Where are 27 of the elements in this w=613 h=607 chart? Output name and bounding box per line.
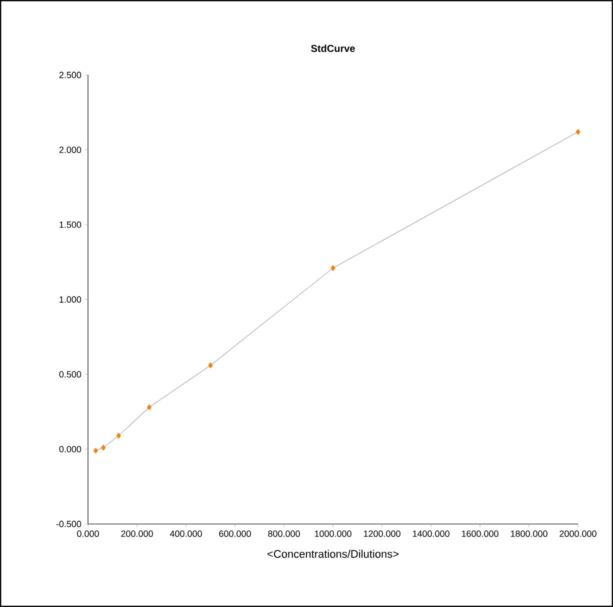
y-tick-label: 1.000 (60, 296, 82, 303)
point (93, 448, 98, 454)
point (576, 128, 580, 135)
point (147, 404, 152, 410)
x-tick-label: 0.000 (77, 530, 99, 537)
y-tick-label: 2.500 (59, 72, 82, 78)
x-tick-label: 200.000 (121, 530, 153, 537)
y-tick-label: 0.500 (59, 371, 82, 378)
y-tick-label: 2.000 (59, 146, 82, 154)
x-tick-label: 1600.000 (462, 530, 498, 537)
point (208, 362, 213, 368)
x-tick-label: 1200.000 (364, 530, 400, 537)
x-tick-label: 2000.000 (560, 530, 596, 537)
x-axis-title: <Concentrations/Dilutions> (268, 550, 398, 558)
x-tick-label: 600.000 (219, 530, 251, 537)
x-tick-label: 1400.000 (412, 530, 450, 537)
point (116, 432, 121, 439)
x-tick-label: 1800.000 (510, 530, 548, 537)
point (101, 444, 106, 451)
x-tick-label: 1000.000 (314, 530, 352, 537)
y-tick-label: 1.500 (60, 221, 82, 228)
point (330, 265, 336, 271)
x-tick-label: 800.000 (268, 530, 300, 537)
chart-title: StdCurve (311, 44, 355, 52)
y-tick-label: -0.500 (56, 520, 82, 528)
x-tick-label: 400.000 (170, 530, 202, 537)
y-tick-label: 0.000 (59, 446, 82, 452)
